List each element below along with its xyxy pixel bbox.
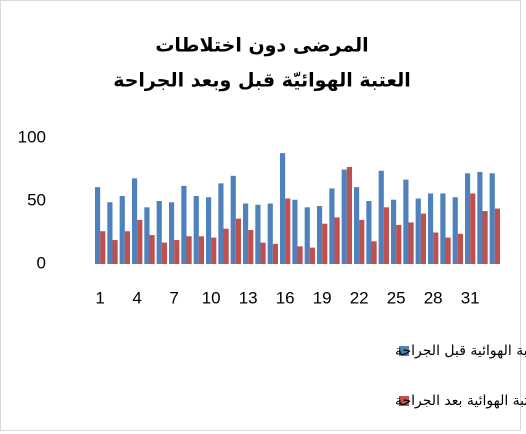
bar [285,198,291,264]
bar [156,201,162,264]
bar [230,175,236,264]
bar [316,206,323,264]
bar [457,233,464,264]
x-tick-label: 31 [461,288,480,307]
bar [309,247,316,264]
bar [346,166,353,264]
y-tick-label: 100 [18,127,46,146]
chart-title: المرضى دون اختلاطات [155,35,368,57]
bar [248,229,254,264]
bar [149,235,155,264]
bar [131,178,138,264]
bar [161,242,168,264]
bar [366,201,372,264]
x-tick-label: 13 [239,288,258,307]
bar [322,223,328,264]
bar [489,173,495,264]
bar [329,188,335,264]
bar [211,237,217,264]
bar [186,236,192,264]
bar [353,187,360,264]
x-tick-label: 4 [132,288,141,307]
bar [119,195,125,264]
legend-swatch [399,346,409,356]
bar [193,195,199,264]
bar [205,197,212,264]
chart-subtitle: العتبة الهوائيّة قبل وبعد الجراحة [113,70,411,92]
legend-swatch [399,396,409,406]
bar [144,207,150,264]
bar [390,199,397,264]
x-tick-label: 1 [95,288,104,307]
bar [445,237,451,264]
x-tick-label: 7 [169,288,178,307]
y-tick-label: 0 [37,253,46,272]
bar [440,193,446,264]
bar [482,211,488,264]
legend-label: العتبة الهوائية قبل الجراحة [395,343,526,359]
bar [371,241,377,264]
bar [279,153,286,264]
bar [433,232,439,264]
x-tick-label: 28 [424,288,443,307]
bar [267,203,273,264]
bar [494,208,501,264]
x-tick-label: 10 [202,288,221,307]
bar [464,173,471,264]
bar [420,213,427,264]
bar [235,218,242,264]
bar [137,219,143,264]
bar [427,193,434,264]
bar [359,219,365,264]
bar [452,197,458,264]
legend-label: العتبة الهوائية بعد الجراحة [395,393,526,409]
bar [181,185,187,264]
bar [242,203,249,264]
x-tick-label: 22 [350,288,369,307]
bar [174,240,180,264]
bar [124,231,131,264]
x-tick-label: 25 [387,288,406,307]
bar [112,240,118,264]
bar [408,222,414,264]
bar [378,170,384,264]
x-tick-label: 19 [313,288,332,307]
bar [297,246,303,264]
bar [334,217,340,264]
bar [470,193,476,264]
bar [341,169,347,264]
bar [255,204,261,264]
x-tick-label: 16 [276,288,295,307]
bar [218,183,224,264]
bar [198,236,205,264]
bar [94,187,101,264]
bar [304,207,310,264]
bar [260,242,266,264]
bar [107,202,113,264]
bar [477,172,483,264]
bar [223,228,229,264]
y-tick-label: 50 [27,190,46,209]
bar [168,202,175,264]
bar [383,207,390,264]
bar [396,224,402,264]
bar [415,198,421,264]
bar [403,179,409,264]
bar [292,199,298,264]
bar [272,243,279,264]
bar [100,231,106,264]
